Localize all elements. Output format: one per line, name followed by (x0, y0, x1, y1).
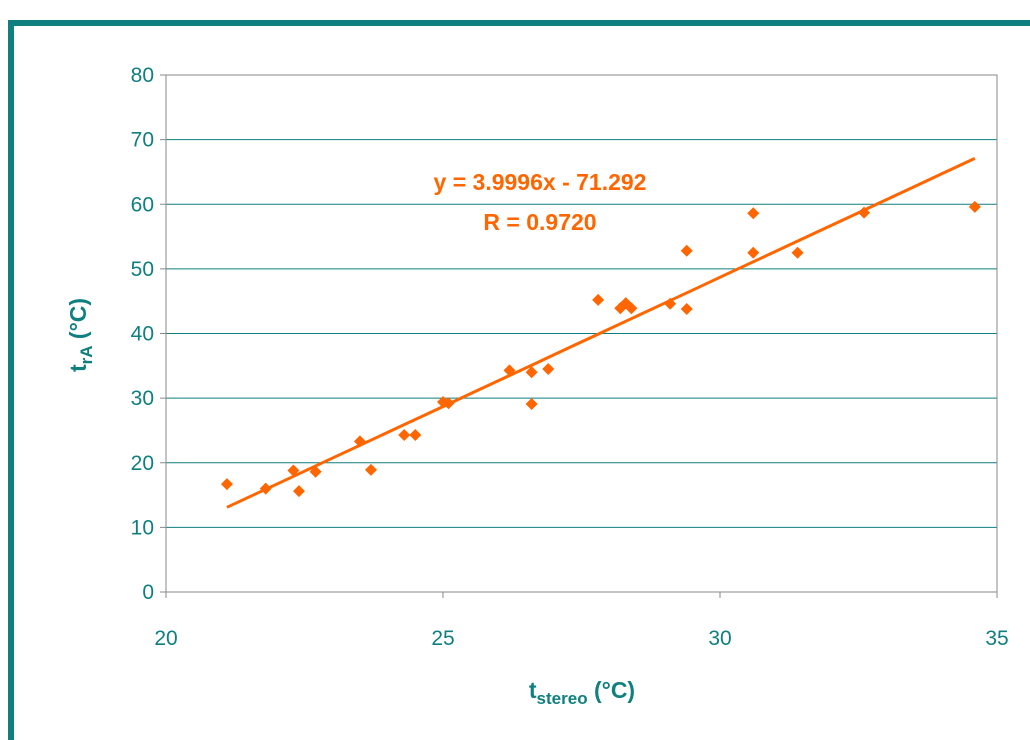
data-point (525, 366, 538, 379)
y-axis-title-subscript: rA (77, 345, 96, 364)
trendline (226, 157, 976, 509)
data-point (364, 463, 377, 476)
gridlines (166, 74, 997, 593)
data-point (525, 397, 538, 410)
y-tick-label: 80 (131, 64, 154, 87)
data-point (858, 206, 871, 219)
y-tick-label: 60 (131, 193, 154, 216)
y-axis-title-unit: (°C) (65, 298, 91, 346)
data-point (592, 293, 605, 306)
x-axis-title-subscript: stereo (537, 689, 588, 708)
data-point (680, 302, 693, 315)
trendline-equation: y = 3.9996x - 71.292 (434, 169, 647, 195)
y-axis-title-main: t (65, 364, 91, 372)
data-point (625, 302, 638, 315)
correlation-label: R = 0.9720 (483, 209, 596, 235)
data-point (968, 200, 981, 213)
x-axis-title-unit: (°C) (588, 677, 636, 703)
y-tick-label: 0 (142, 581, 154, 604)
data-points (220, 200, 981, 498)
x-tick-label: 30 (708, 627, 731, 650)
data-point (542, 363, 555, 376)
data-point (409, 428, 422, 441)
data-point (398, 428, 411, 441)
y-tick-label: 40 (131, 323, 154, 346)
data-point (220, 478, 233, 491)
y-tick-label: 10 (131, 516, 154, 539)
y-axis-title: trA (°C) (65, 298, 96, 372)
data-point (503, 364, 516, 377)
y-tick-label: 30 (131, 387, 154, 410)
x-tick-label: 25 (431, 627, 454, 650)
data-point (353, 435, 366, 448)
data-point (309, 465, 322, 478)
tick-labels: 0 10 20 30 40 50 60 70 80 20 25 30 35 (131, 64, 1009, 650)
y-tick-label: 20 (131, 452, 154, 475)
data-point (747, 207, 760, 220)
data-point (791, 246, 804, 259)
data-point (287, 464, 300, 477)
data-point (259, 482, 272, 495)
data-point (292, 485, 305, 498)
y-tick-label: 70 (131, 129, 154, 152)
data-point (680, 244, 693, 257)
x-tick-label: 20 (154, 627, 177, 650)
data-point (442, 397, 455, 410)
x-tick-label: 35 (985, 627, 1008, 650)
x-axis-title-main: t (529, 677, 537, 703)
y-tick-label: 50 (131, 258, 154, 281)
x-axis-title: tstereo (°C) (529, 677, 635, 708)
data-point (747, 246, 760, 259)
data-point (664, 297, 677, 310)
